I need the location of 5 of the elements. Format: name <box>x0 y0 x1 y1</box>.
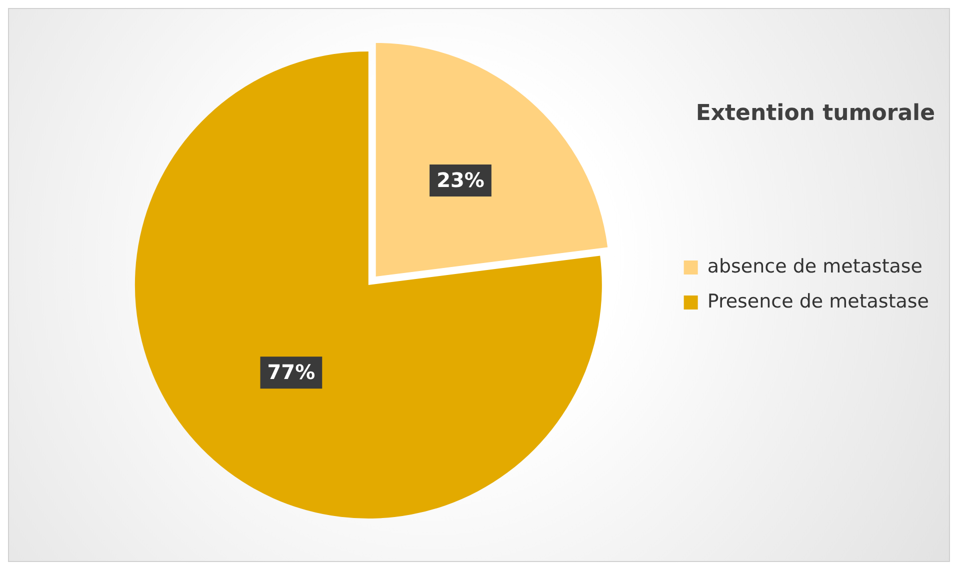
legend-label: Presence de metastase <box>707 290 930 312</box>
legend-label: absence de metastase <box>707 255 922 278</box>
data-label: 77% <box>267 360 316 384</box>
text: Extention tumorale <box>696 101 935 126</box>
data-label: 23% <box>436 168 484 192</box>
